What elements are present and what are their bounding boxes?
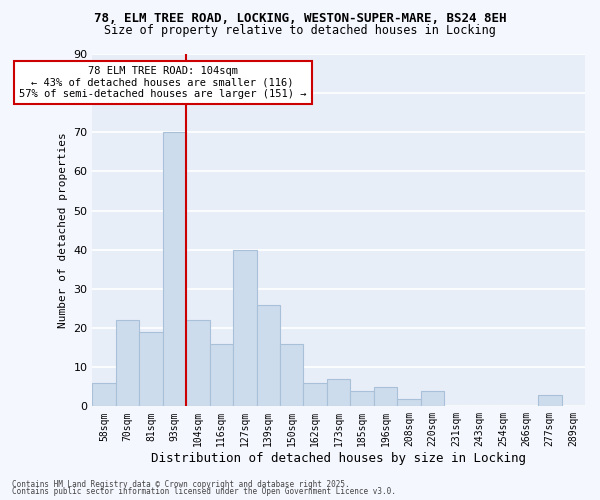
Text: Size of property relative to detached houses in Locking: Size of property relative to detached ho… [104,24,496,37]
Bar [233,250,257,406]
Text: 78 ELM TREE ROAD: 104sqm
← 43% of detached houses are smaller (116)
57% of semi-: 78 ELM TREE ROAD: 104sqm ← 43% of detach… [19,66,307,99]
Bar [538,394,562,406]
Y-axis label: Number of detached properties: Number of detached properties [58,132,68,328]
Bar [139,332,163,406]
Bar [350,390,374,406]
Bar [209,344,233,406]
Bar [421,390,444,406]
Bar [257,304,280,406]
Text: Contains public sector information licensed under the Open Government Licence v3: Contains public sector information licen… [12,487,396,496]
Bar [163,132,186,406]
Bar [280,344,304,406]
Bar [92,383,116,406]
Bar [304,383,327,406]
Bar [374,387,397,406]
Text: 78, ELM TREE ROAD, LOCKING, WESTON-SUPER-MARE, BS24 8EH: 78, ELM TREE ROAD, LOCKING, WESTON-SUPER… [94,12,506,26]
Bar [327,379,350,406]
Bar [186,320,209,406]
X-axis label: Distribution of detached houses by size in Locking: Distribution of detached houses by size … [151,452,526,465]
Bar [397,398,421,406]
Text: Contains HM Land Registry data © Crown copyright and database right 2025.: Contains HM Land Registry data © Crown c… [12,480,350,489]
Bar [116,320,139,406]
